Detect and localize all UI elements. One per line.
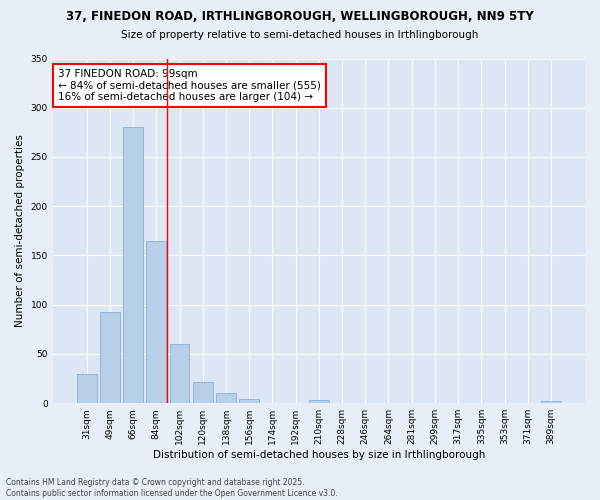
Text: 37 FINEDON ROAD: 99sqm
← 84% of semi-detached houses are smaller (555)
16% of se: 37 FINEDON ROAD: 99sqm ← 84% of semi-det… [58,69,321,102]
Bar [216,394,236,403]
Y-axis label: Number of semi-detached properties: Number of semi-detached properties [15,134,25,328]
Text: Size of property relative to semi-detached houses in Irthlingborough: Size of property relative to semi-detach… [121,30,479,40]
Bar [100,312,120,403]
Bar [309,400,329,403]
X-axis label: Distribution of semi-detached houses by size in Irthlingborough: Distribution of semi-detached houses by … [152,450,485,460]
Bar [239,400,259,403]
Bar [193,382,212,403]
Text: Contains HM Land Registry data © Crown copyright and database right 2025.
Contai: Contains HM Land Registry data © Crown c… [6,478,338,498]
Bar [170,344,190,403]
Bar [77,374,97,403]
Text: 37, FINEDON ROAD, IRTHLINGBOROUGH, WELLINGBOROUGH, NN9 5TY: 37, FINEDON ROAD, IRTHLINGBOROUGH, WELLI… [66,10,534,23]
Bar [146,240,166,403]
Bar [541,401,561,403]
Bar [123,128,143,403]
